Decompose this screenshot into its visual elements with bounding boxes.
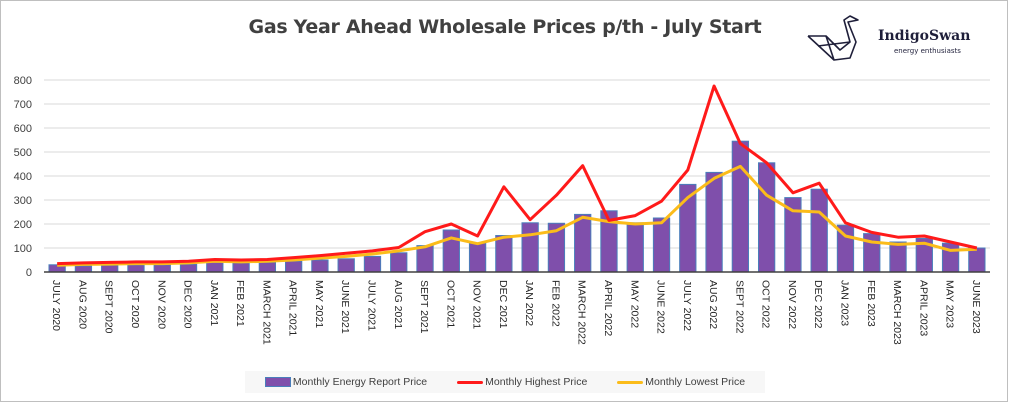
- x-tick-label: JULY 2020: [50, 280, 62, 331]
- chart-plot: 0 100 200 300 400 500 600 700 800 JULY 2020 AUG 2…: [14, 75, 990, 345]
- x-tick-label: NOV 2022: [786, 280, 798, 329]
- bar-energy-report: [258, 261, 277, 273]
- x-tick-label: JAN 2023: [838, 280, 850, 326]
- legend-swatch-line: [457, 380, 484, 384]
- bar-energy-report: [127, 264, 145, 273]
- y-tick-label: 200: [14, 219, 32, 231]
- bar-energy-report: [232, 262, 250, 273]
- bar-energy-report: [468, 242, 487, 273]
- logo-name: IndigoSwan: [878, 28, 971, 44]
- bar-energy-report: [311, 259, 329, 273]
- bar-energy-report: [153, 264, 171, 273]
- x-tick-label: FEB 2023: [865, 280, 877, 327]
- x-tick-label: SEPT 2020: [103, 280, 115, 334]
- bar-energy-report: [968, 247, 986, 273]
- x-tick-label: FEB 2022: [549, 280, 561, 327]
- bar-energy-report: [810, 188, 828, 273]
- x-tick-label: SEPT 2021: [418, 280, 430, 334]
- x-tick-label: MARCH 2022: [576, 280, 588, 345]
- x-tick-label: OCT 2020: [129, 280, 141, 328]
- y-tick-label: 300: [14, 195, 32, 207]
- x-tick-label: MARCH 2021: [260, 280, 272, 345]
- x-tick-label: OCT 2021: [444, 280, 456, 328]
- x-tick-label: FEB 2021: [234, 280, 246, 327]
- bar-energy-report: [521, 222, 539, 273]
- y-tick-label: 400: [14, 171, 32, 183]
- x-tick-label: DEC 2022: [812, 280, 824, 329]
- y-tick-label: 100: [14, 243, 32, 255]
- bar-energy-report: [442, 229, 460, 273]
- x-tick-label: DEC 2020: [182, 280, 194, 329]
- y-tick-label: 800: [14, 75, 32, 87]
- x-tick-label: APRIL 2021: [287, 280, 299, 336]
- bar-energy-report: [889, 241, 907, 273]
- legend-swatch-bar: [264, 377, 291, 387]
- line-lowest-price: [57, 164, 977, 267]
- legend-swatch-line: [617, 380, 644, 384]
- legend-label: Monthly Energy Report Price: [292, 376, 428, 388]
- y-tick-label: 500: [14, 147, 32, 159]
- bar-energy-report: [363, 255, 382, 273]
- x-tick-label: JUNE 2023: [970, 280, 982, 334]
- y-tick-label: 0: [26, 267, 32, 279]
- x-tick-label: DEC 2021: [497, 280, 509, 329]
- x-tick-label: JULY 2021: [365, 280, 377, 331]
- x-tick-label: APRIL 2022: [602, 280, 614, 336]
- legend-item-highest: Monthly Highest Price: [457, 376, 587, 388]
- line-highest-price: [57, 84, 978, 266]
- logo-tagline: energy enthusiasts: [894, 47, 961, 55]
- bar-energy-report: [390, 252, 408, 273]
- x-tick-label: JUNE 2022: [655, 280, 667, 334]
- x-tick-label: APRIL 2023: [917, 280, 929, 336]
- legend: Monthly Energy Report Price Monthly High…: [245, 371, 765, 393]
- x-tick-label: OCT 2022: [760, 280, 772, 328]
- x-tick-label: NOV 2020: [155, 280, 167, 329]
- x-tick-label: MAY 2021: [313, 280, 325, 328]
- bar-energy-report: [74, 265, 93, 273]
- legend-label: Monthly Lowest Price: [645, 376, 746, 388]
- bar-energy-report: [101, 264, 119, 273]
- bar-energy-report: [284, 260, 303, 273]
- legend-label: Monthly Highest Price: [485, 376, 588, 388]
- bar-energy-report: [416, 245, 434, 273]
- bar-energy-report: [731, 140, 750, 273]
- y-tick-label: 700: [14, 99, 32, 111]
- x-tick-label: JAN 2021: [208, 280, 220, 326]
- bar-energy-report: [574, 213, 592, 273]
- bar-energy-report: [495, 235, 513, 273]
- x-tick-label: MAY 2022: [628, 280, 640, 328]
- bar-energy-report: [626, 222, 644, 273]
- origami-swan-icon: [807, 15, 859, 61]
- bar-energy-report: [652, 217, 671, 273]
- x-tick-label: AUG 2022: [707, 280, 719, 329]
- x-tick-label: MARCH 2023: [891, 280, 903, 345]
- x-tick-label: JULY 2022: [681, 280, 693, 331]
- x-tick-label: AUG 2020: [76, 280, 88, 329]
- bar-energy-report: [705, 171, 723, 273]
- bar-energy-report: [206, 261, 224, 273]
- bar-energy-report: [337, 258, 355, 273]
- y-tick-label: 600: [14, 123, 32, 135]
- legend-item-energy-report: Monthly Energy Report Price: [264, 376, 428, 388]
- indigoswan-logo: IndigoSwan energy enthusiasts: [804, 14, 994, 64]
- x-tick-label: MAY 2023: [944, 280, 956, 328]
- chart-title: Gas Year Ahead Wholesale Prices p/th - J…: [248, 16, 762, 38]
- x-tick-label: NOV 2021: [471, 280, 483, 329]
- bar-energy-report: [757, 162, 776, 273]
- x-tick-label: JAN 2022: [523, 280, 535, 326]
- x-tick-label: AUG 2021: [392, 280, 404, 329]
- x-tick-label: SEPT 2022: [733, 280, 745, 334]
- bar-energy-report: [179, 263, 198, 273]
- x-tick-label: JUNE 2021: [339, 280, 351, 334]
- legend-item-lowest: Monthly Lowest Price: [617, 376, 745, 388]
